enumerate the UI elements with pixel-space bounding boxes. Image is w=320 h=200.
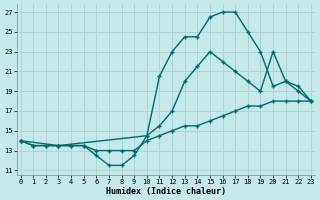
X-axis label: Humidex (Indice chaleur): Humidex (Indice chaleur) — [106, 187, 226, 196]
